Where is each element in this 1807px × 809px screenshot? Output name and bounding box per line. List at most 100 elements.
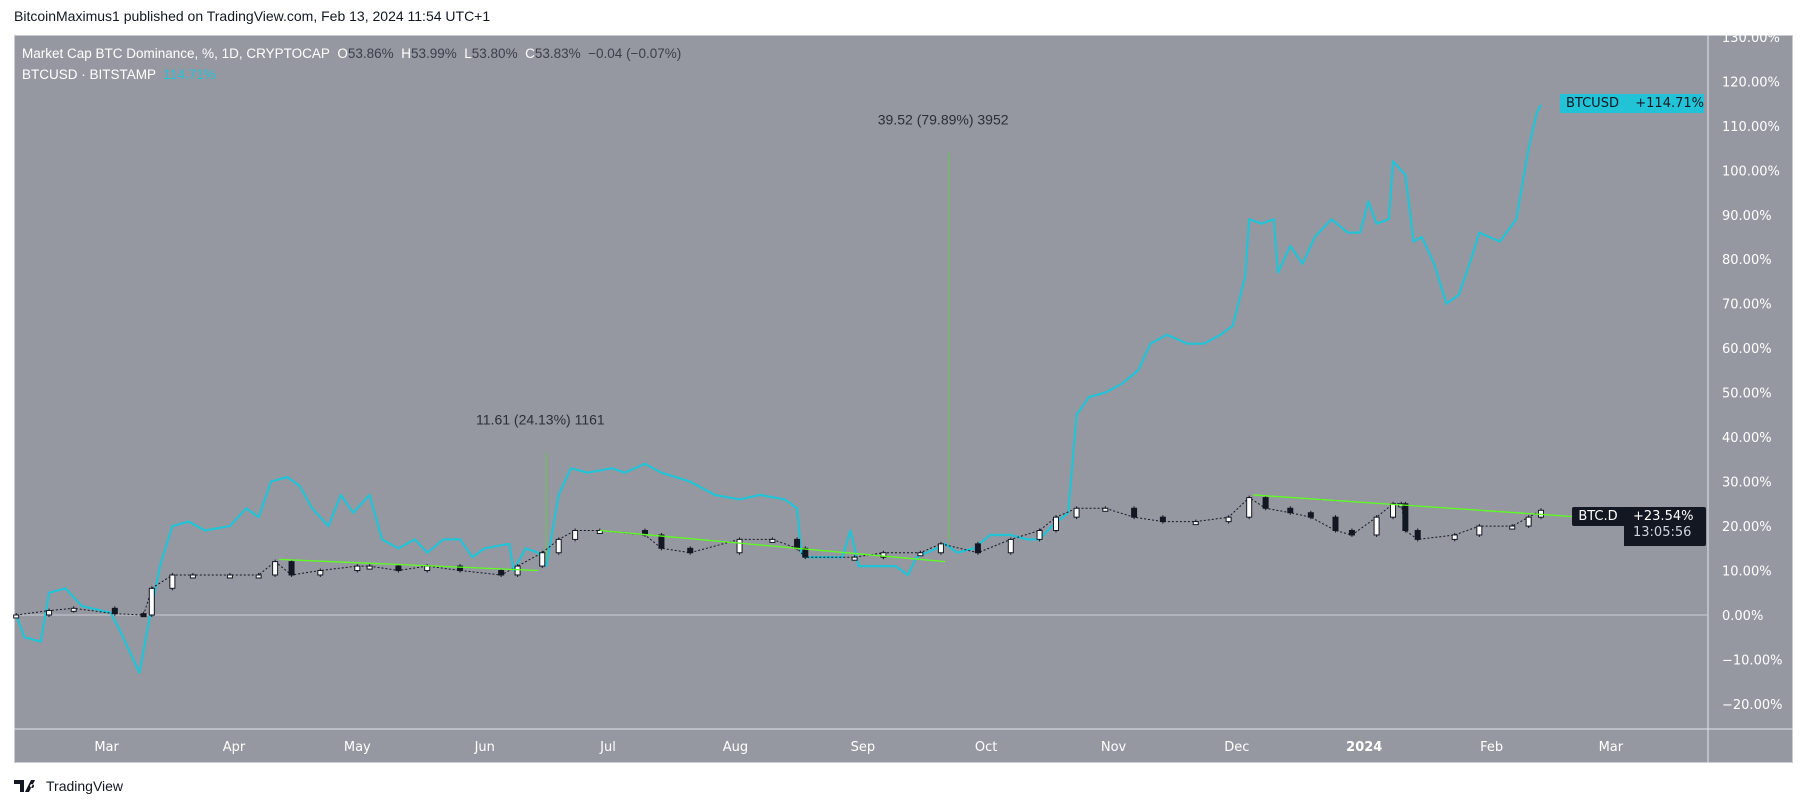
publish-info: BitcoinMaximus1 published on TradingView…: [14, 8, 491, 24]
y-tick-label: 70.00%: [1722, 298, 1772, 313]
x-tick-label: Sep: [851, 740, 876, 755]
btcd-candle: [1287, 507, 1294, 514]
x-tick-label: 2024: [1346, 740, 1382, 755]
btcd-candle: [189, 574, 196, 579]
trendline: [599, 529, 946, 563]
x-tick-label: Mar: [94, 740, 119, 755]
trendline: [279, 558, 539, 572]
compare-value: 114.71%: [163, 67, 216, 82]
y-tick-label: 0.00%: [1722, 609, 1763, 624]
y-tick-label: 20.00%: [1722, 520, 1772, 535]
btcd-candle: [1332, 516, 1339, 532]
btcd-candle: [272, 561, 279, 576]
btcd-candle: [1509, 525, 1516, 530]
y-tick-label: 130.00%: [1722, 31, 1780, 46]
btcd-label-text: BTC.D: [1578, 509, 1618, 524]
measure-label: 39.52 (79.89%) 3952: [878, 112, 1009, 128]
btcd-candle: [1102, 507, 1109, 512]
btcd-candle: [1348, 530, 1355, 536]
btcd-candle: [169, 574, 176, 589]
chart-panel[interactable]: [14, 35, 1793, 763]
btcd-candle: [572, 530, 579, 540]
btcd-candle: [255, 574, 262, 579]
x-tick-label: Feb: [1480, 740, 1503, 755]
y-tick-label: 30.00%: [1722, 476, 1772, 491]
btcd-candle: [802, 547, 809, 558]
btcd-candle: [1246, 497, 1253, 518]
change-value: −0.04 (−0.07%): [588, 46, 682, 61]
btcd-candle: [687, 547, 694, 554]
footer-brand: TradingView: [46, 778, 124, 794]
btcd-candle: [794, 538, 801, 549]
btcd-candle: [395, 565, 402, 572]
btcd-candle: [317, 570, 324, 576]
btcd-candle: [1402, 503, 1409, 532]
y-tick-label: 10.00%: [1722, 565, 1772, 580]
btcd-candle: [1476, 525, 1483, 536]
open-value: 53.86%: [347, 46, 394, 61]
btcd-candle: [1373, 516, 1380, 536]
y-tick-label: 40.00%: [1722, 431, 1772, 446]
x-tick-label: Jun: [474, 740, 495, 755]
btcd-candle: [1007, 538, 1014, 554]
btcd-candle: [1262, 497, 1269, 509]
btcd-candle: [140, 613, 147, 618]
btcd-candle: [736, 538, 743, 554]
y-tick-label: 120.00%: [1722, 75, 1780, 90]
btcusd-badge-value: +114.71%: [1635, 96, 1704, 111]
btcd-candle: [366, 565, 373, 570]
btcd-candle: [1073, 507, 1080, 518]
btcd-candle: [13, 614, 20, 619]
btcusd-price-badge: BTCUSD +114.71%: [1560, 94, 1704, 113]
low-label: L: [464, 46, 472, 61]
btcd-badge-label: BTC.D: [1572, 507, 1624, 526]
x-tick-label: Mar: [1599, 740, 1624, 755]
btcd-candle: [148, 587, 155, 616]
btcd-candle: [769, 538, 776, 543]
x-tick-label: Aug: [723, 740, 748, 755]
btcd-candle: [1036, 530, 1043, 540]
btcd-candle: [1525, 516, 1532, 527]
measure-label: 11.61 (24.13%) 1161: [476, 412, 605, 428]
btcd-candle: [937, 543, 944, 554]
compare-series-legend[interactable]: BTCUSD · BITSTAMP 114.71%: [22, 67, 216, 82]
open-label: O: [337, 46, 348, 61]
btcd-candle: [514, 565, 521, 576]
btcd-candle: [1159, 516, 1166, 523]
btcd-candle: [1225, 516, 1232, 523]
x-tick-label: Apr: [223, 740, 246, 755]
btcd-candle: [658, 534, 665, 549]
x-tick-label: Jul: [599, 740, 616, 755]
close-value: 53.83%: [534, 46, 581, 61]
btcd-candle: [974, 543, 981, 554]
main-series-legend[interactable]: Market Cap BTC Dominance, %, 1D, CRYPTOC…: [22, 46, 681, 61]
btcd-badge-value: +23.54%: [1633, 509, 1694, 524]
btcusd-line: [15, 104, 1542, 674]
tradingview-footer[interactable]: TradingView: [14, 778, 123, 794]
btcd-candle: [555, 538, 562, 554]
btcd-candle: [880, 552, 887, 558]
btcd-candle: [288, 561, 295, 576]
btcd-candle: [1192, 521, 1199, 526]
high-label: H: [401, 46, 411, 61]
btcd-candle: [1053, 516, 1060, 532]
low-value: 53.80%: [471, 46, 518, 61]
x-tick-label: Nov: [1101, 740, 1127, 755]
y-tick-label: 110.00%: [1722, 120, 1780, 135]
btcd-candle: [1131, 507, 1138, 518]
btcd-candle: [111, 607, 118, 615]
tradingview-logo-icon: [14, 780, 35, 792]
y-tick-label: 90.00%: [1722, 209, 1772, 224]
trendline: [1253, 494, 1583, 518]
btcusd-badge-label: BTCUSD: [1566, 96, 1619, 111]
btcd-candle: [1390, 503, 1397, 518]
btcd-candle: [226, 574, 233, 579]
y-tick-label: −10.00%: [1722, 653, 1782, 668]
btcd-candle: [1451, 534, 1458, 540]
btcd-candle: [70, 607, 77, 612]
btcd-candle: [1414, 530, 1421, 540]
y-tick-label: 60.00%: [1722, 342, 1772, 357]
btcd-price-badge: +23.54% 13:05:56: [1624, 507, 1706, 546]
x-tick-label: Dec: [1224, 740, 1249, 755]
